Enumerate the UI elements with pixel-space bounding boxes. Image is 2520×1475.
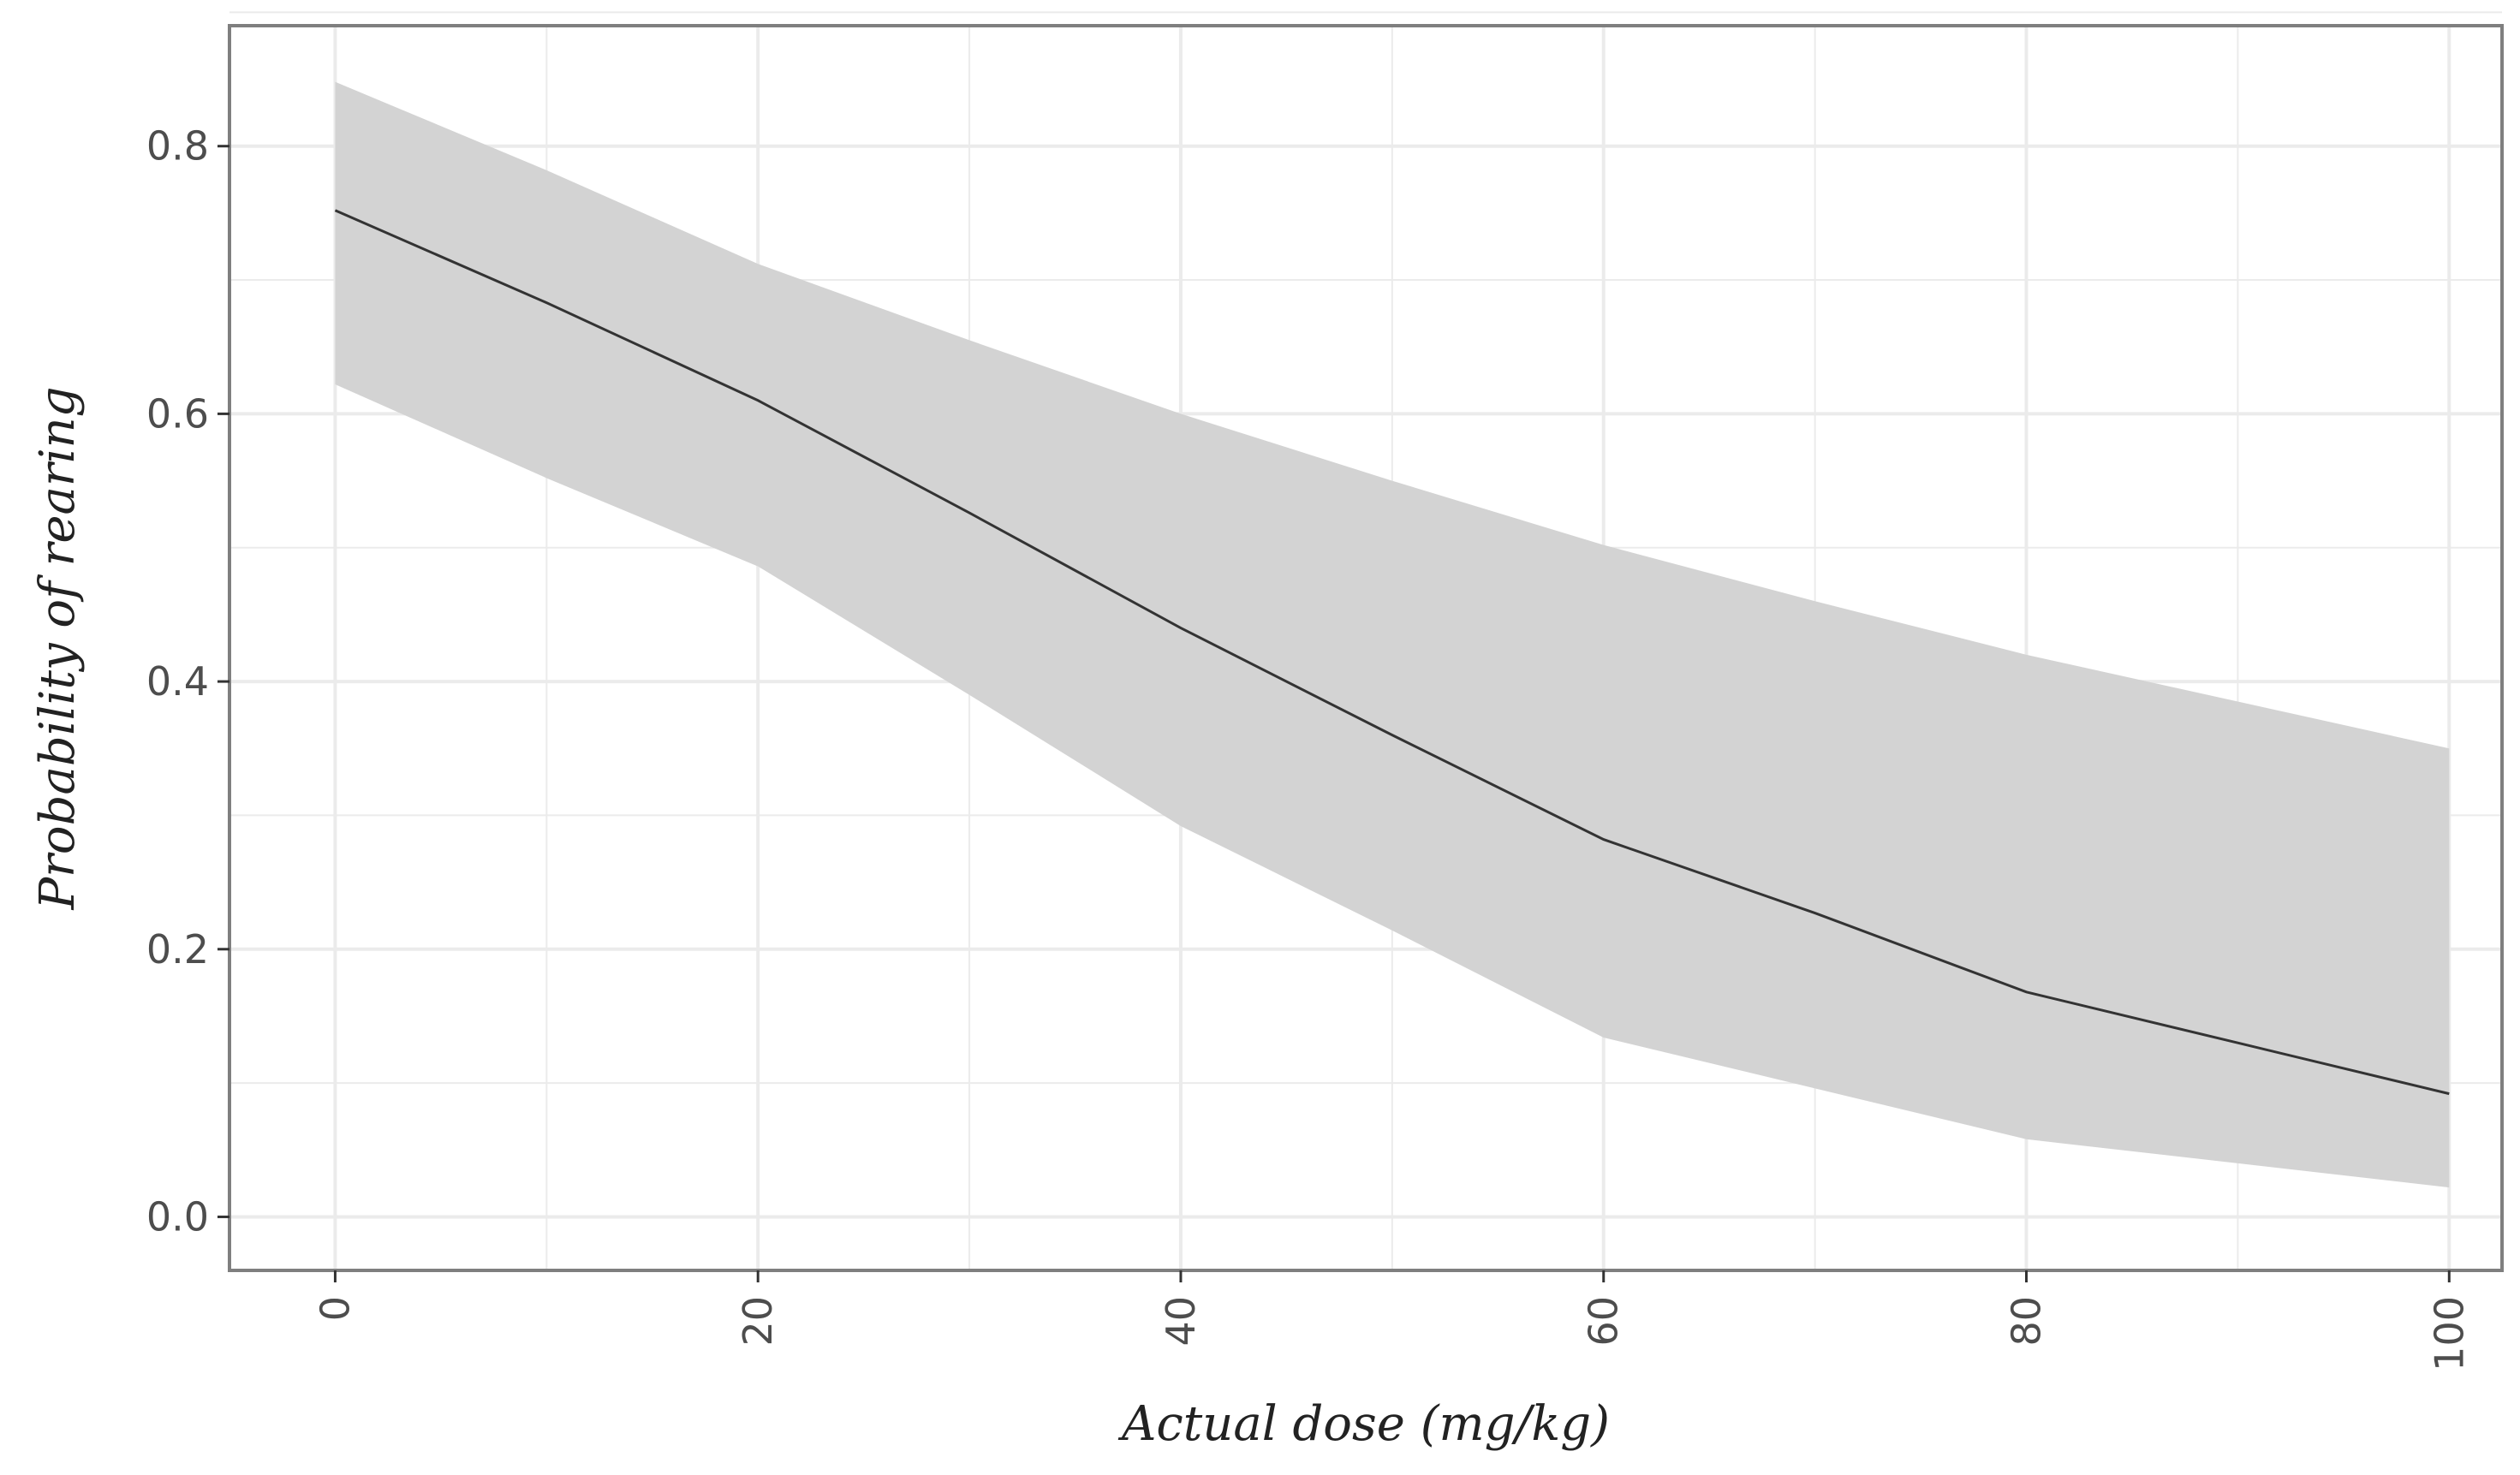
x-tick-label: 100 [2426,1296,2472,1371]
x-axis-ticks: 0 20 40 60 80 100 [312,1270,2472,1371]
x-axis-title: Actual dose (mg/kg) [1117,1396,1610,1452]
confidence-band [335,81,2450,1188]
y-axis-ticks: 0.0 0.2 0.4 0.6 0.8 [146,123,229,1240]
y-tick-label: 0.0 [146,1193,209,1240]
x-tick-label: 0 [312,1296,358,1321]
y-tick-label: 0.6 [146,390,209,437]
x-tick-label: 60 [1581,1296,1627,1347]
y-tick-label: 0.4 [146,658,209,705]
y-tick-label: 0.8 [146,123,209,170]
x-tick-label: 80 [2004,1296,2050,1347]
fitted-line [334,209,2450,1096]
y-tick-label: 0.2 [146,926,209,972]
x-tick-label: 20 [735,1296,781,1347]
x-tick-label: 40 [1158,1296,1204,1347]
y-axis-title: Probability of rearing [30,386,86,910]
plot-panel-border [228,24,2504,1272]
